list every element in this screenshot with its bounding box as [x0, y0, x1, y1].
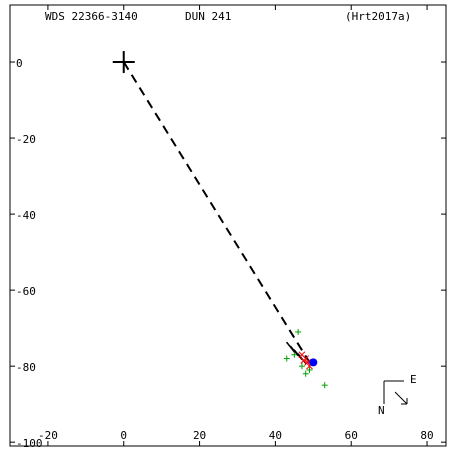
- compass-north: N: [378, 404, 385, 417]
- observation: [300, 357, 308, 364]
- x-tick-label: 0: [120, 429, 127, 442]
- y-tick-label: 0: [16, 57, 23, 70]
- x-tick-label: 60: [345, 429, 358, 442]
- observation: [295, 328, 302, 335]
- x-tick-label: 80: [420, 429, 433, 442]
- x-tick-label: -20: [38, 429, 58, 442]
- orbit-line: [122, 61, 311, 363]
- observation: [304, 359, 311, 366]
- chart-title: WDS 22366-3140: [45, 10, 138, 23]
- observation: [306, 366, 313, 373]
- y-tick-label: -20: [16, 133, 36, 146]
- y-tick-label: -100: [16, 437, 43, 450]
- observation: [291, 351, 298, 358]
- compass-east: E: [410, 373, 417, 386]
- current-position: [309, 358, 318, 367]
- reference: (Hrt2017a): [345, 10, 411, 23]
- y-tick-label: -40: [16, 209, 36, 222]
- observation: [298, 363, 305, 370]
- chart-subtitle: DUN 241: [185, 10, 231, 23]
- y-tick-label: -80: [16, 361, 36, 374]
- observation: [302, 370, 309, 377]
- observation: [283, 355, 290, 362]
- x-tick-label: 20: [193, 429, 206, 442]
- observation-stroke: [300, 357, 308, 364]
- plot-frame: [9, 4, 447, 447]
- x-tick-label: 40: [269, 429, 282, 442]
- y-tick-label: -60: [16, 285, 36, 298]
- observation-stroke: [298, 351, 306, 359]
- compass-arrow: [394, 391, 408, 405]
- observation-stroke: [304, 359, 311, 366]
- observation: [321, 382, 328, 389]
- compass: [383, 380, 408, 405]
